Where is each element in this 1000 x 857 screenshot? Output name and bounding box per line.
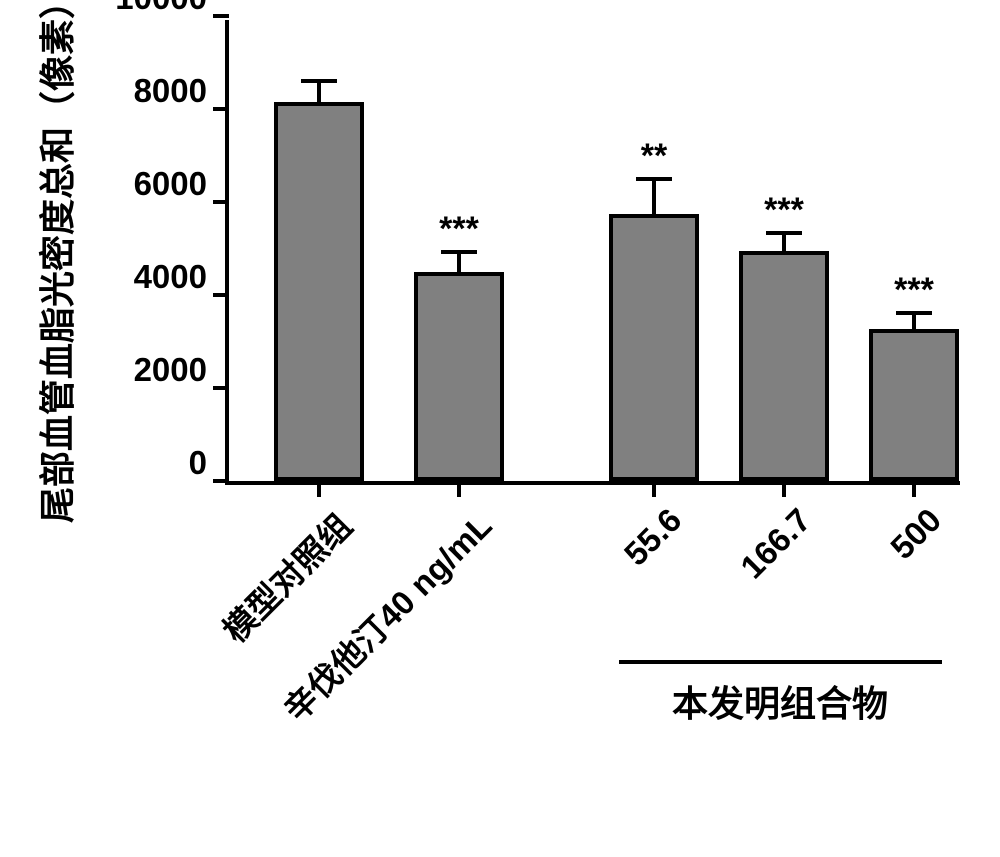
error-bar <box>912 313 916 329</box>
bar <box>609 214 699 481</box>
significance-label: *** <box>894 273 934 307</box>
significance-label: *** <box>439 212 479 246</box>
significance-label: ** <box>641 139 667 173</box>
x-tick <box>912 481 916 497</box>
y-axis-label: 尾部血管血脂光密度总和（像素） <box>29 0 81 523</box>
y-tick-label: 4000 <box>134 258 207 296</box>
x-tick <box>317 481 321 497</box>
error-bar-cap <box>441 250 477 254</box>
y-tick <box>213 386 229 390</box>
x-tick <box>652 481 656 497</box>
error-bar <box>457 252 461 272</box>
error-bar-cap <box>636 177 672 181</box>
group-annotation-line <box>619 660 942 664</box>
x-tick <box>782 481 786 497</box>
group-annotation-label: 本发明组合物 <box>672 675 888 727</box>
x-tick-label: 166.7 <box>734 501 819 586</box>
plot-area: 0200040006000800010000模型对照组***辛伐他汀40 ng/… <box>225 20 960 485</box>
y-tick <box>213 479 229 483</box>
y-tick-label: 8000 <box>134 72 207 110</box>
error-bar <box>652 179 656 214</box>
y-tick <box>213 107 229 111</box>
x-tick-label: 500 <box>883 501 949 567</box>
y-tick <box>213 293 229 297</box>
error-bar <box>317 81 321 102</box>
bar <box>869 329 959 481</box>
y-tick-label: 0 <box>189 444 207 482</box>
y-tick <box>213 14 229 18</box>
error-bar-cap <box>766 231 802 235</box>
y-tick-label: 10000 <box>115 0 207 17</box>
x-tick-label: 55.6 <box>617 501 689 573</box>
error-bar-cap <box>896 311 932 315</box>
y-tick-label: 6000 <box>134 165 207 203</box>
bar <box>274 102 364 481</box>
x-tick <box>457 481 461 497</box>
significance-label: *** <box>764 193 804 227</box>
bar <box>414 272 504 481</box>
bar <box>739 251 829 481</box>
y-tick <box>213 200 229 204</box>
error-bar-cap <box>301 79 337 83</box>
y-tick-label: 2000 <box>134 351 207 389</box>
error-bar <box>782 233 786 251</box>
